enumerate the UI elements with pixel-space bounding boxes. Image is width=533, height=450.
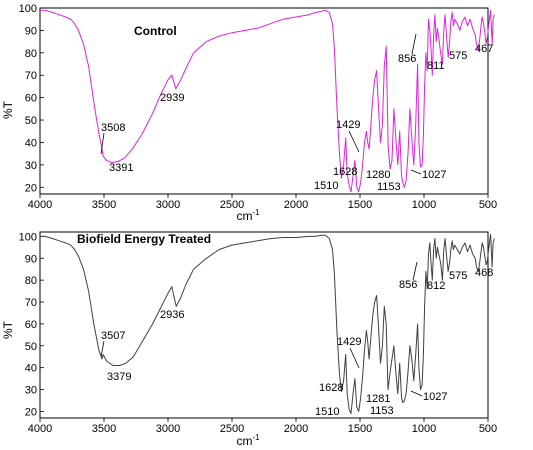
y-tick-label: 60 [25,93,37,105]
treated-panel: 20 30 40 50 60 70 80 90 100 4000 3500 3000 2500 2000… [1,231,497,448]
peak-label: 3391 [109,162,133,174]
y-tick-label: 60 [25,319,37,331]
x-tick-label: 1000 [412,423,436,435]
y-tick-label: 100 [19,231,37,243]
peak-label: 1429 [336,119,360,131]
x-tick-label: 3000 [156,199,180,211]
peak-label: 1628 [319,382,343,394]
control-panel: 20 30 40 50 60 70 80 90 100 4000 3500 3000 2500 2000… [1,3,497,223]
x-tick-label: 3000 [156,423,180,435]
y-tick-label: 50 [25,341,37,353]
y-tick-label: 30 [25,160,37,172]
x-tick-label: 3500 [92,199,116,211]
plot-frame [39,7,489,195]
y-axis-label: %T [1,100,15,119]
y-tick-label: 40 [25,137,37,149]
y-axis-label: %T [1,320,15,339]
x-tick-label: 1000 [412,199,436,211]
x-tick-label: 2000 [284,199,308,211]
x-axis-label-base: cm [236,209,252,223]
peak-label: 2936 [160,309,184,321]
panel-title: Control [134,24,177,38]
peak-leader [100,132,105,155]
peak-label: 1153 [370,405,394,417]
peak-label: 468 [475,267,493,279]
x-tick-label: 2500 [220,199,244,211]
x-ticks: 4000 3500 3000 2500 2000 1500 1000 500 [28,194,497,211]
peak-leader [348,130,360,153]
plot-frame [39,231,489,419]
y-tick-label: 40 [25,363,37,375]
x-tick-label: 2000 [284,423,308,435]
x-axis-label-sup: -1 [252,208,260,217]
peak-leader [410,169,422,175]
x-axis-label-sup: -1 [252,433,260,442]
y-ticks: 20 30 40 50 60 70 80 90 100 [19,3,44,194]
y-tick-label: 70 [25,70,37,82]
peak-label: 1153 [377,181,401,193]
peak-leader [410,390,423,397]
x-tick-label: 3500 [92,423,116,435]
peak-label: 1281 [366,393,390,405]
y-tick-label: 100 [19,3,37,15]
peak-label: 811 [427,60,445,72]
y-ticks: 20 30 40 50 60 70 80 90 100 [19,231,44,418]
y-tick-label: 80 [25,48,37,60]
treated-spectrum-line [40,233,495,415]
y-tick-label: 80 [25,275,37,287]
x-tick-label: 1500 [348,423,372,435]
y-tick-label: 90 [25,25,37,37]
x-axis-label: cm-1 [236,433,260,448]
peak-leader [100,340,105,358]
y-tick-label: 50 [25,115,37,127]
peak-label: 3508 [101,122,125,134]
y-tick-label: 70 [25,297,37,309]
y-tick-label: 90 [25,253,37,265]
y-tick-label: 20 [25,406,37,418]
y-tick-label: 30 [25,385,37,397]
peak-label: 1027 [423,391,447,403]
peak-label: 1510 [314,180,338,192]
x-tick-label: 2500 [220,423,244,435]
peak-label: 575 [449,270,467,282]
panel-title: Biofield Energy Treated [77,232,211,246]
peak-label: 1280 [366,169,390,181]
peak-label: 812 [427,280,445,292]
peak-label: 1628 [333,166,357,178]
x-tick-label: 4000 [28,423,52,435]
peak-leader [412,261,418,281]
x-tick-label: 500 [479,423,497,435]
x-tick-label: 1500 [348,199,372,211]
x-ticks: 4000 3500 3000 2500 2000 1500 1000 500 [28,418,497,435]
x-axis-label-base: cm [236,434,252,448]
peak-label: 856 [399,279,417,291]
peak-label: 2939 [160,92,184,104]
control-spectrum-line [40,9,495,193]
y-tick-label: 20 [25,182,37,194]
peak-label: 467 [475,43,493,55]
peak-leader [411,33,417,55]
x-tick-label: 500 [479,199,497,211]
peak-label: 1027 [422,169,446,181]
peak-label: 856 [398,53,416,65]
peak-label: 575 [449,50,467,62]
x-tick-label: 4000 [28,199,52,211]
x-axis-label: cm-1 [236,208,260,223]
peak-label: 1429 [337,336,361,348]
peak-leader [349,347,360,369]
peak-label: 3507 [101,330,125,342]
peak-label: 1510 [315,406,339,418]
peak-label: 3379 [107,371,131,383]
